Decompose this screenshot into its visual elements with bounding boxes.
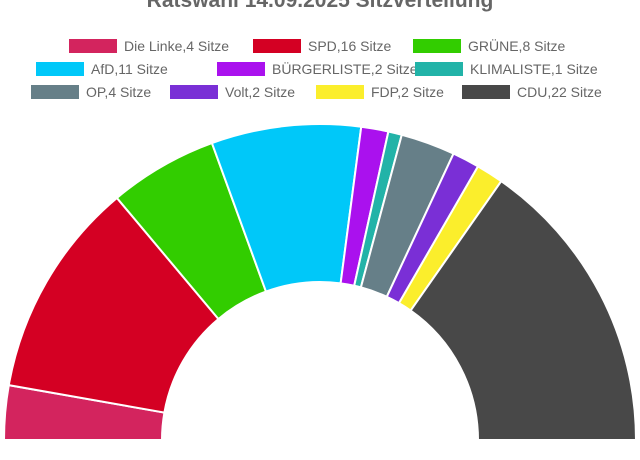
legend-swatch	[316, 85, 364, 99]
legend-label: AfD,11 Sitze	[91, 61, 168, 77]
legend-item[interactable]: FDP,2 Sitze	[316, 82, 444, 102]
chart-slices	[2, 122, 638, 441]
legend-item[interactable]: BÜRGERLISTE,2 Sitze	[217, 59, 418, 79]
legend-label: SPD,16 Sitze	[308, 38, 392, 54]
legend-swatch	[36, 62, 84, 76]
legend-swatch	[217, 62, 265, 76]
legend-label: Die Linke,4 Sitze	[124, 38, 230, 54]
chart-title: Ratswahl 14.09.2025 Sitzverteilung	[146, 0, 494, 12]
legend-swatch	[31, 85, 79, 99]
legend-item[interactable]: CDU,22 Sitze	[462, 82, 602, 102]
legend-label: GRÜNE,8 Sitze	[468, 38, 566, 54]
legend-label: CDU,22 Sitze	[517, 84, 602, 100]
legend-item[interactable]: Volt,2 Sitze	[170, 82, 295, 102]
legend-item[interactable]: GRÜNE,8 Sitze	[413, 36, 565, 56]
legend-item[interactable]: SPD,16 Sitze	[253, 36, 391, 56]
legend-item[interactable]: Die Linke,4 Sitze	[69, 36, 229, 56]
legend-item[interactable]: KLIMALISTE,1 Sitze	[415, 59, 598, 79]
legend-label: FDP,2 Sitze	[371, 84, 444, 100]
legend-swatch	[69, 39, 117, 53]
legend-item[interactable]: AfD,11 Sitze	[36, 59, 168, 79]
legend-swatch	[253, 39, 301, 53]
legend-swatch	[462, 85, 510, 99]
legend-label: BÜRGERLISTE,2 Sitze	[272, 61, 418, 77]
legend-label: Volt,2 Sitze	[225, 84, 296, 100]
legend-label: OP,4 Sitze	[86, 84, 152, 100]
slice-cdu[interactable]	[409, 179, 638, 441]
legend-label: KLIMALISTE,1 Sitze	[470, 61, 598, 77]
legend-swatch	[415, 62, 463, 76]
legend-swatch	[413, 39, 461, 53]
legend-swatch	[170, 85, 218, 99]
chart-legend: Die Linke,4 Sitze SPD,16 Sitze GRÜNE,8 Sit…	[0, 36, 640, 116]
legend-item[interactable]: OP,4 Sitze	[31, 82, 151, 102]
